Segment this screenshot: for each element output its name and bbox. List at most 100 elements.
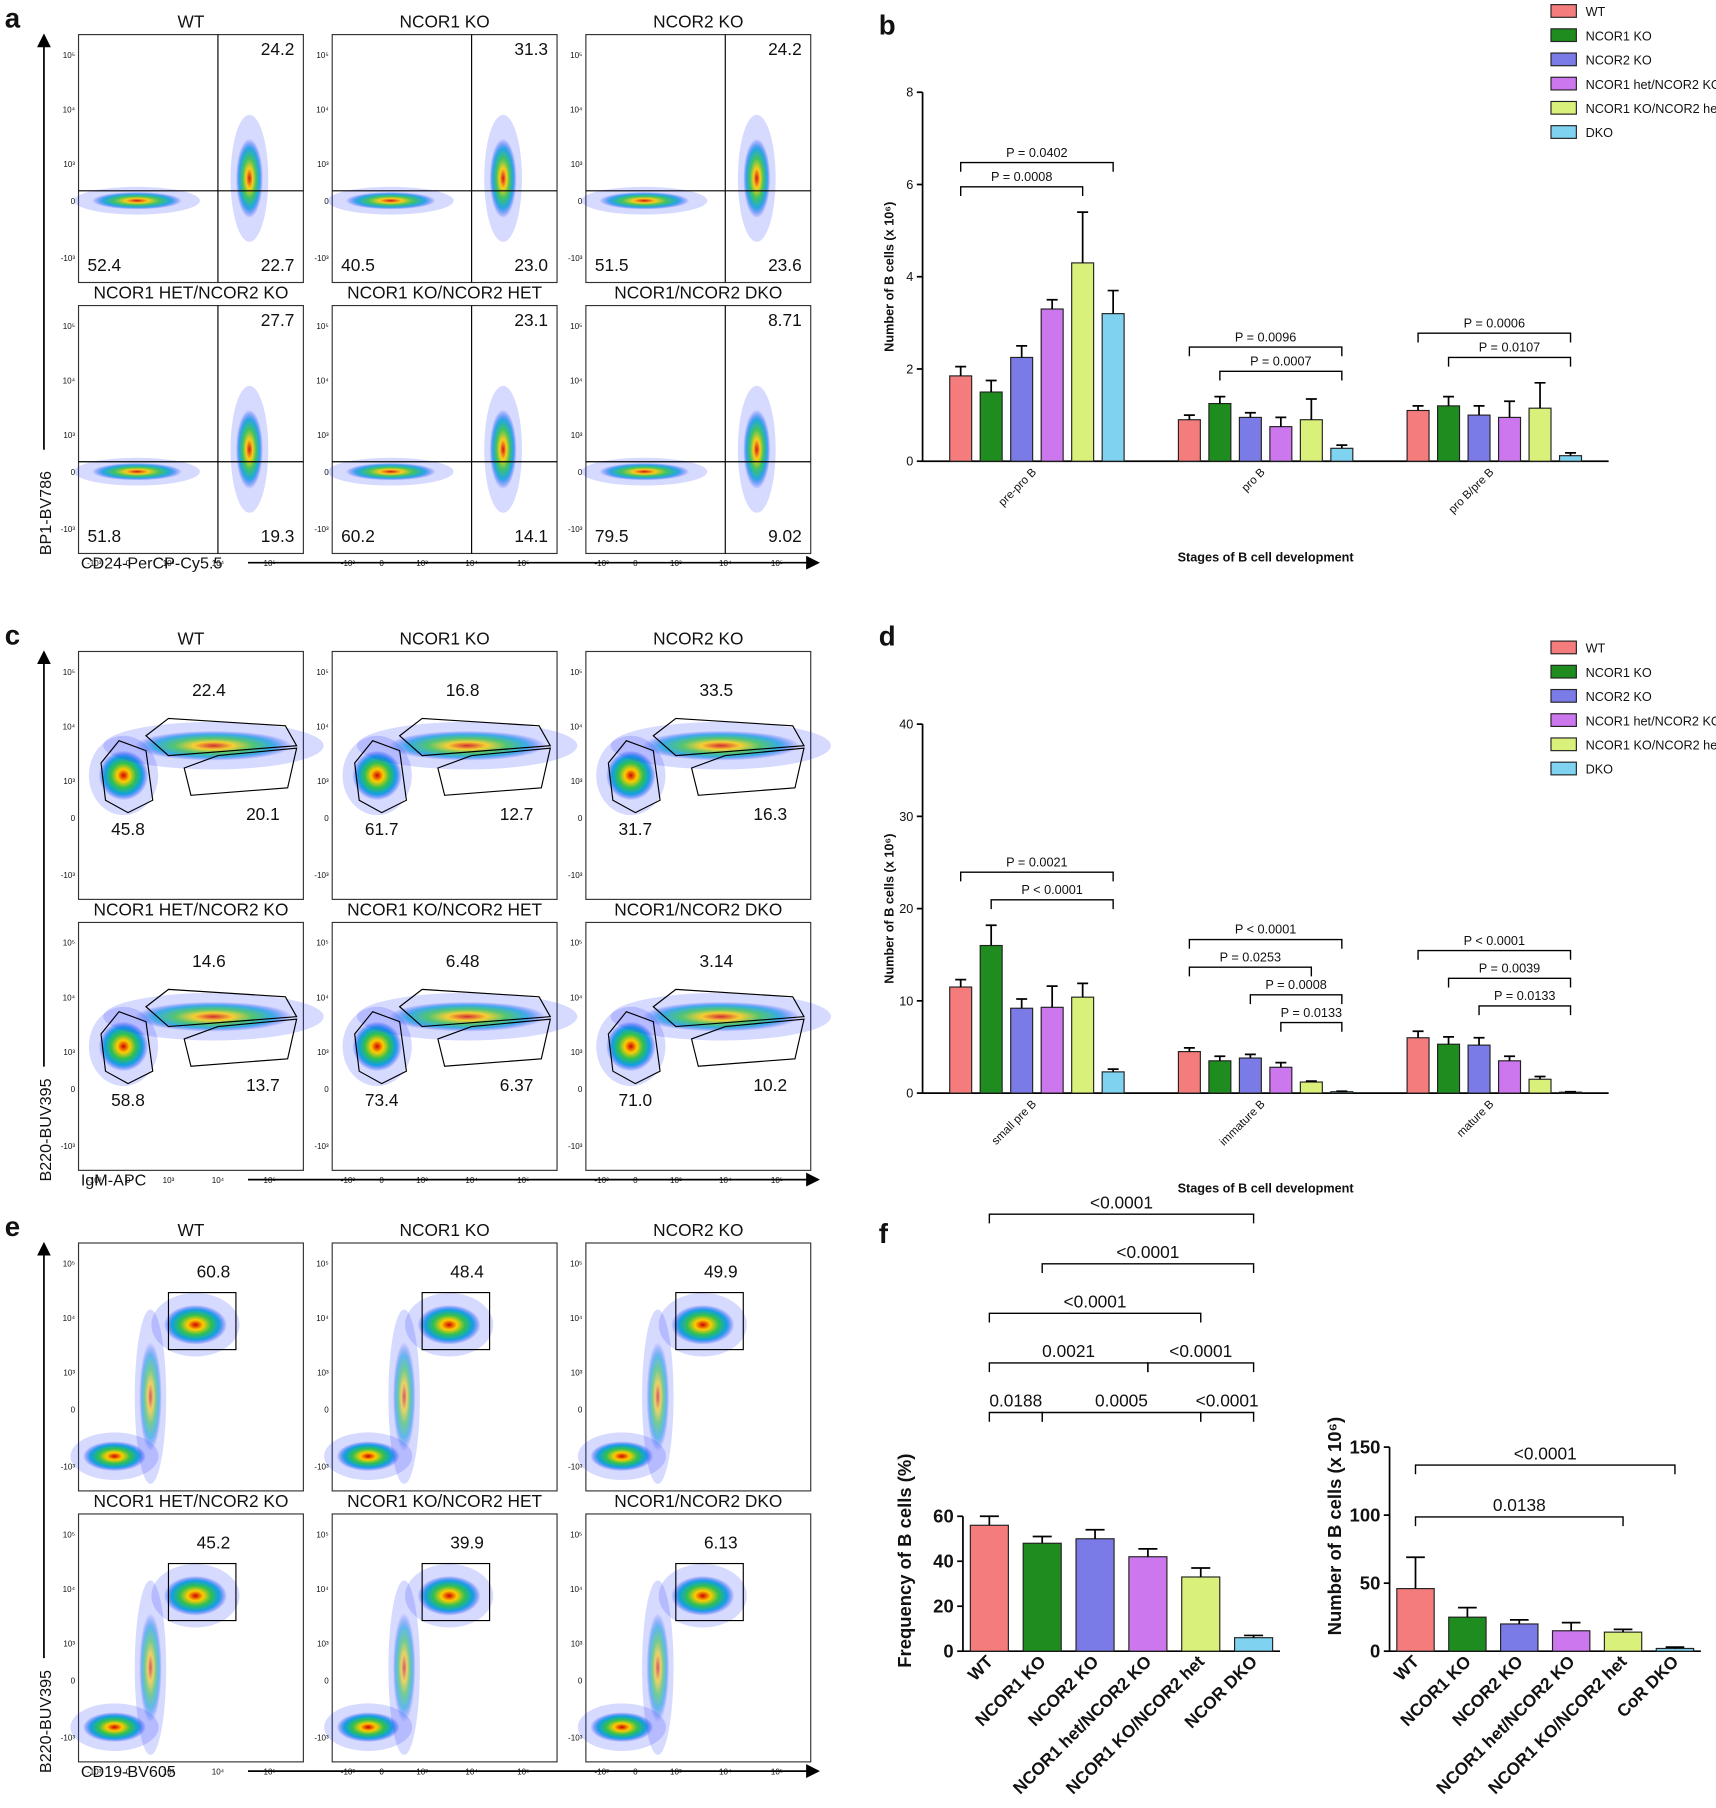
significance-bracket bbox=[1447, 977, 1572, 988]
gate-percent: 27.7 bbox=[261, 310, 295, 330]
legend-label: NCOR2 KO bbox=[1586, 690, 1652, 704]
gate bbox=[437, 1018, 552, 1067]
event-density bbox=[336, 1441, 400, 1472]
plot-title: NCOR1/NCOR2 DKO bbox=[614, 283, 782, 303]
y-tick-label: 0 bbox=[324, 1677, 329, 1686]
y-tick-label: -10³ bbox=[314, 525, 329, 534]
gate-percent: 61.7 bbox=[365, 819, 399, 839]
x-tick-label: -10³ bbox=[594, 559, 609, 568]
y-tick-label: 2 bbox=[906, 362, 913, 376]
error-bar bbox=[1504, 1055, 1516, 1061]
x-tick-label: WT bbox=[1390, 1651, 1423, 1684]
y-tick-label: 10⁴ bbox=[316, 105, 329, 114]
y-tick-label: 0 bbox=[578, 1677, 583, 1686]
bar bbox=[1330, 447, 1354, 462]
panel-letter: a bbox=[5, 3, 21, 34]
bar bbox=[969, 1524, 1009, 1652]
plot-title: NCOR2 KO bbox=[653, 12, 743, 32]
error-bar bbox=[1046, 298, 1058, 310]
bar bbox=[979, 944, 1003, 1094]
bar bbox=[1101, 1071, 1125, 1094]
x-tick-label: 10⁵ bbox=[771, 1768, 783, 1777]
error-bar bbox=[1032, 1535, 1052, 1544]
plot-frame bbox=[585, 304, 812, 555]
legend-label: WT bbox=[1586, 5, 1606, 19]
y-tick-label: 10³ bbox=[571, 1639, 583, 1648]
error-bar bbox=[1183, 414, 1195, 420]
error-bar bbox=[1534, 381, 1546, 409]
error-bar bbox=[1443, 395, 1455, 406]
legend-label: DKO bbox=[1586, 126, 1614, 140]
x-tick-label: 0 bbox=[379, 1176, 384, 1185]
x-tick-label: 0 bbox=[633, 1176, 638, 1185]
error-bar bbox=[1565, 452, 1577, 456]
gate-percent: 6.37 bbox=[500, 1075, 534, 1095]
event-density bbox=[417, 1575, 481, 1616]
x-axis-label: Stages of B cell development bbox=[1178, 1181, 1355, 1195]
significance-bracket bbox=[1041, 1411, 1202, 1422]
bar bbox=[1208, 1060, 1232, 1094]
plot-title: NCOR1 HET/NCOR2 KO bbox=[93, 1491, 288, 1511]
y-tick-label: 10⁴ bbox=[316, 993, 329, 1002]
bar bbox=[1528, 407, 1552, 462]
error-bar bbox=[1214, 1055, 1226, 1061]
gate-percent: 51.8 bbox=[88, 526, 122, 546]
significance-bracket bbox=[1219, 370, 1343, 381]
y-tick-label: 150 bbox=[1350, 1437, 1381, 1458]
gate bbox=[652, 988, 805, 1028]
error-bar bbox=[1336, 444, 1348, 449]
y-tick-label: 10³ bbox=[63, 1639, 75, 1648]
error-bar bbox=[1412, 1030, 1424, 1038]
error-bar bbox=[1244, 1053, 1256, 1059]
bar bbox=[1071, 262, 1095, 462]
y-tick-label: 10⁵ bbox=[316, 1259, 328, 1268]
plot-title: NCOR1 KO/NCOR2 HET bbox=[347, 283, 542, 303]
x-tick-label: 10⁴ bbox=[212, 559, 225, 568]
bar bbox=[1497, 416, 1522, 462]
y-tick-label: 10⁵ bbox=[316, 51, 328, 60]
p-value: P = 0.0107 bbox=[1479, 341, 1540, 355]
gate bbox=[690, 1018, 805, 1067]
y-tick-label: 6 bbox=[906, 178, 913, 192]
y-tick-label: 10⁴ bbox=[63, 722, 76, 731]
p-value: 0.0021 bbox=[1042, 1341, 1095, 1361]
event-density bbox=[642, 730, 800, 761]
gate bbox=[354, 1011, 408, 1085]
x-tick-label: 10⁵ bbox=[517, 1768, 529, 1777]
gate-percent: 24.2 bbox=[261, 39, 295, 59]
y-tick-label: -10³ bbox=[568, 254, 583, 263]
x-tick-label: immature B bbox=[1218, 1098, 1268, 1148]
plot-title: NCOR2 KO bbox=[653, 1220, 743, 1240]
y-tick-label: 100 bbox=[1350, 1505, 1381, 1526]
p-value: <0.0001 bbox=[1196, 1391, 1259, 1411]
event-density bbox=[83, 1712, 146, 1743]
gate-percent: 45.2 bbox=[197, 1533, 231, 1553]
x-tick-label: -10³ bbox=[87, 1768, 102, 1777]
y-tick-label: -10³ bbox=[568, 871, 583, 880]
legend-swatch bbox=[1550, 761, 1577, 776]
p-value: P = 0.0253 bbox=[1220, 950, 1281, 964]
error-bar bbox=[1191, 1567, 1211, 1577]
x-tick-label: 0 bbox=[126, 1176, 131, 1185]
error-bar bbox=[1443, 1035, 1455, 1045]
p-value: P = 0.0008 bbox=[1265, 978, 1326, 992]
legend-swatch bbox=[1550, 52, 1577, 67]
x-tick-label: 10⁵ bbox=[263, 1768, 275, 1777]
bar bbox=[949, 375, 973, 462]
legend-label: DKO bbox=[1586, 763, 1614, 777]
legend-swatch bbox=[1550, 76, 1577, 91]
plot-frame bbox=[77, 304, 304, 555]
gate bbox=[690, 747, 805, 796]
y-tick-label: 10³ bbox=[63, 160, 75, 169]
x-axis-label: CD19-BV605 bbox=[81, 1763, 176, 1781]
error-bar bbox=[1244, 411, 1256, 418]
plot-title: NCOR1 KO bbox=[399, 1220, 489, 1240]
legend-swatch bbox=[1550, 125, 1577, 139]
y-tick-label: 10³ bbox=[317, 160, 329, 169]
legend-swatch bbox=[1550, 100, 1577, 115]
y-axis-label: Number of B cells (x 10⁶) bbox=[883, 834, 897, 984]
y-axis-label: B220-BUV395 bbox=[37, 1670, 55, 1773]
bar bbox=[1299, 1081, 1323, 1094]
bar bbox=[979, 391, 1003, 462]
plot-frame bbox=[331, 34, 558, 284]
